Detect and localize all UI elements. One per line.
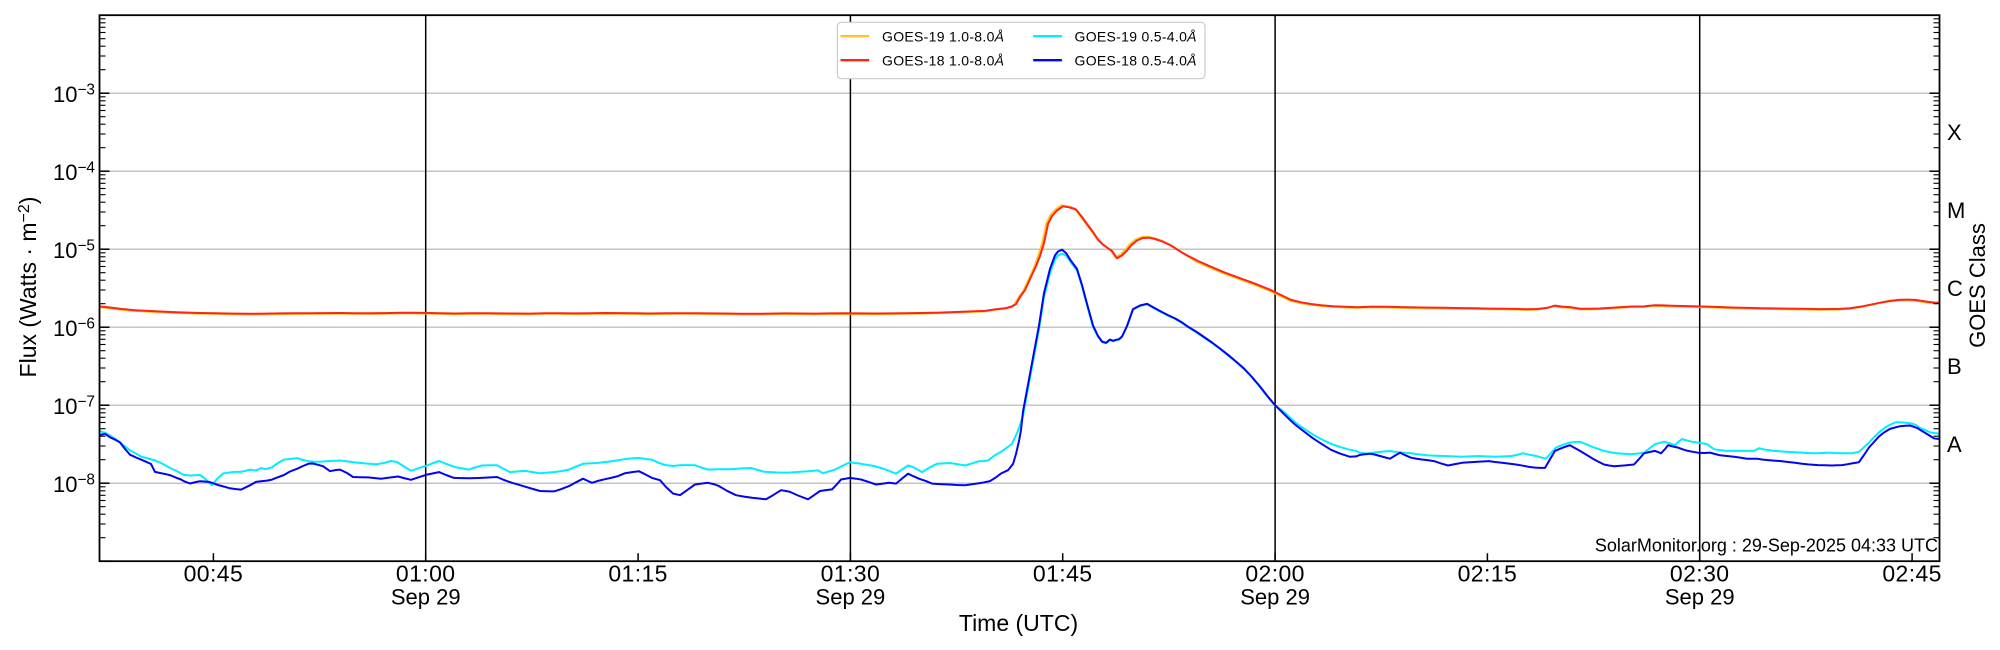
- svg-text:GOES-18 0.5-4.0Å: GOES-18 0.5-4.0Å: [1075, 53, 1197, 69]
- svg-text:01:00: 01:00: [396, 561, 456, 587]
- svg-text:01:15: 01:15: [608, 561, 668, 587]
- svg-text:Sep 29: Sep 29: [1665, 585, 1735, 610]
- svg-text:01:45: 01:45: [1033, 561, 1093, 587]
- svg-text:02:00: 02:00: [1245, 561, 1305, 587]
- svg-text:B: B: [1947, 354, 1962, 379]
- svg-text:Flux (Watts · m−2): Flux (Watts · m−2): [15, 197, 41, 378]
- svg-text:Time (UTC): Time (UTC): [959, 610, 1078, 636]
- svg-text:Sep 29: Sep 29: [816, 585, 886, 610]
- svg-text:02:30: 02:30: [1670, 561, 1730, 587]
- svg-text:00:45: 00:45: [184, 561, 244, 587]
- svg-text:M: M: [1947, 198, 1965, 223]
- svg-text:SolarMonitor.org : 29-Sep-2025: SolarMonitor.org : 29-Sep-2025 04:33 UTC: [1595, 536, 1938, 556]
- svg-text:GOES Class: GOES Class: [1965, 223, 1990, 348]
- svg-text:X: X: [1947, 120, 1962, 145]
- svg-text:A: A: [1947, 432, 1962, 457]
- svg-text:02:15: 02:15: [1458, 561, 1518, 587]
- svg-text:Sep 29: Sep 29: [1240, 585, 1310, 610]
- svg-text:01:30: 01:30: [821, 561, 881, 587]
- svg-text:C: C: [1947, 276, 1963, 301]
- svg-text:10−5: 10−5: [53, 238, 95, 264]
- svg-text:02:45: 02:45: [1882, 561, 1942, 587]
- svg-text:GOES-19 0.5-4.0Å: GOES-19 0.5-4.0Å: [1075, 29, 1197, 45]
- svg-text:GOES-18 1.0-8.0Å: GOES-18 1.0-8.0Å: [882, 53, 1004, 69]
- svg-text:Sep 29: Sep 29: [391, 585, 461, 610]
- svg-text:GOES-19 1.0-8.0Å: GOES-19 1.0-8.0Å: [882, 29, 1004, 45]
